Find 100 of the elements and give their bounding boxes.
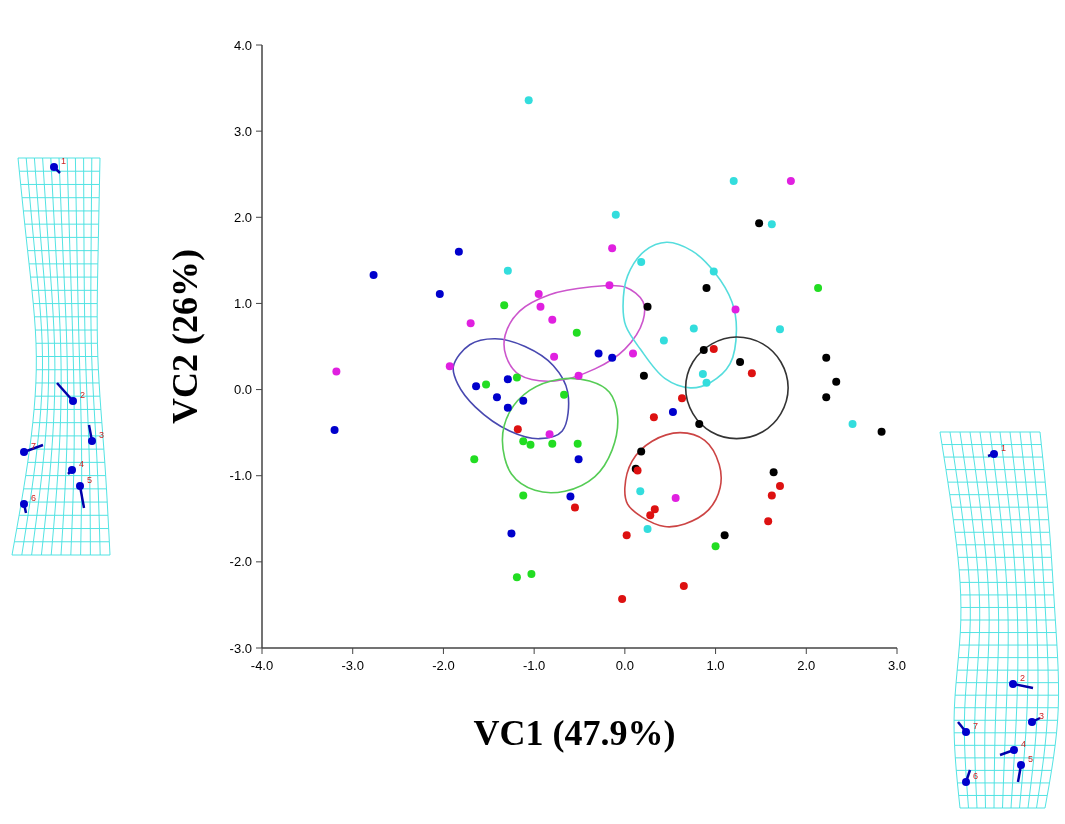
point — [775, 482, 784, 491]
y-tick-label: -2.0 — [229, 554, 252, 570]
point — [332, 367, 341, 376]
y-tick-label: 2.0 — [233, 209, 252, 225]
point — [512, 573, 521, 582]
point — [755, 219, 764, 228]
point — [369, 271, 378, 279]
point — [608, 353, 617, 362]
point — [711, 542, 720, 551]
point — [594, 349, 603, 358]
point — [877, 427, 886, 436]
point — [646, 511, 655, 520]
point — [548, 439, 557, 448]
point — [500, 301, 509, 310]
point — [832, 377, 841, 386]
x-tick-label: -4.0 — [250, 658, 274, 673]
point — [659, 336, 668, 345]
point — [731, 305, 740, 314]
x-tick-label: -3.0 — [341, 658, 364, 673]
point — [639, 371, 648, 380]
point — [545, 430, 554, 439]
y-tick-label: 0.0 — [233, 382, 252, 398]
point — [519, 491, 528, 500]
point — [698, 370, 707, 379]
y-tick-label: 1.0 — [233, 295, 252, 311]
point — [671, 494, 680, 503]
point — [526, 440, 535, 449]
point — [769, 468, 778, 477]
point — [573, 439, 582, 448]
point — [454, 247, 463, 256]
point — [507, 529, 516, 538]
point — [747, 369, 756, 378]
point — [445, 362, 454, 371]
point — [668, 407, 677, 416]
deformation-grid-picture: 1 2 3 4 5 6 7 — [11, 156, 111, 556]
point — [472, 382, 481, 391]
point — [560, 390, 569, 399]
point — [729, 177, 738, 186]
point — [720, 531, 729, 540]
point — [466, 319, 475, 328]
point — [650, 505, 659, 514]
point — [608, 244, 617, 253]
point — [689, 324, 698, 333]
y-axis-title: VC2 (26%) — [165, 249, 205, 424]
point — [649, 413, 658, 422]
y-tick-label: -3.0 — [229, 640, 252, 656]
point — [534, 289, 543, 298]
point — [435, 289, 444, 298]
point — [679, 581, 688, 590]
point — [786, 177, 795, 186]
x-tick-label: 1.0 — [706, 658, 725, 673]
point — [611, 210, 620, 219]
point — [482, 380, 491, 389]
point — [492, 393, 501, 402]
x-tick-label: -1.0 — [522, 658, 546, 673]
x-axis-title: VC1 (47.9%) — [473, 713, 676, 753]
point — [709, 267, 718, 276]
point — [629, 349, 638, 358]
point — [822, 393, 831, 402]
point — [643, 302, 652, 311]
point — [775, 325, 784, 334]
point — [637, 258, 646, 267]
point — [767, 491, 776, 500]
point — [570, 503, 579, 512]
deformation-grid-picture: 1 2 3 4 5 6 7 — [939, 431, 1059, 809]
y-tick-label: 3.0 — [233, 123, 252, 139]
point — [572, 328, 581, 337]
point — [519, 437, 528, 446]
point — [574, 371, 583, 380]
point — [548, 315, 557, 324]
point — [848, 420, 857, 429]
x-tick-label: 0.0 — [615, 658, 634, 673]
point — [822, 353, 831, 362]
point — [524, 96, 533, 105]
point — [814, 283, 823, 292]
point — [503, 266, 512, 275]
point — [550, 352, 559, 361]
point — [695, 420, 704, 429]
point — [618, 594, 627, 603]
point — [636, 487, 645, 496]
point — [709, 345, 718, 354]
point — [503, 403, 512, 412]
point — [513, 425, 522, 434]
point — [699, 345, 708, 354]
point — [702, 378, 711, 387]
y-tick-label: -1.0 — [229, 468, 252, 484]
x-tick-label: 2.0 — [797, 658, 816, 673]
point — [470, 455, 479, 464]
point — [527, 569, 536, 578]
point — [678, 394, 687, 403]
point — [643, 525, 652, 534]
point — [622, 531, 631, 540]
x-tick-label: 3.0 — [887, 658, 907, 673]
point — [536, 302, 545, 311]
point — [519, 396, 528, 405]
point — [736, 358, 745, 367]
x-tick-label: -2.0 — [432, 658, 455, 673]
point — [330, 426, 339, 435]
point — [637, 447, 646, 456]
point — [605, 281, 614, 290]
